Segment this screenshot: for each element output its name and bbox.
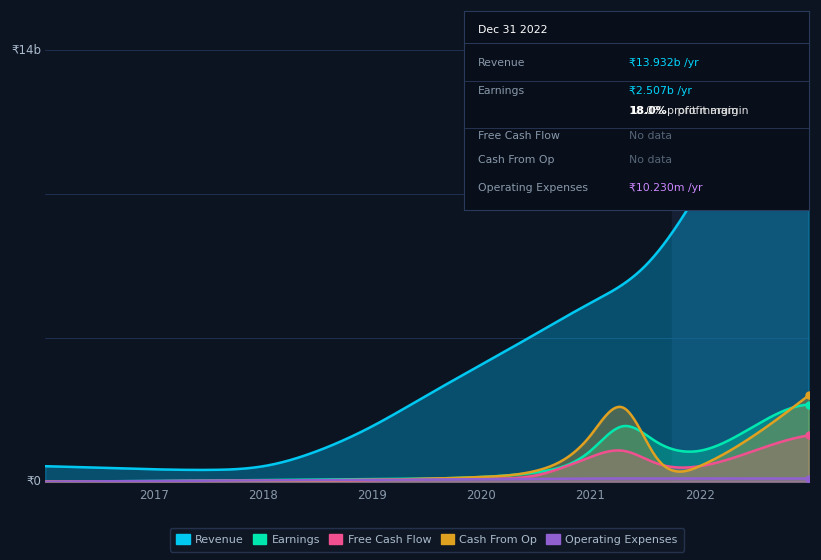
Legend: Revenue, Earnings, Free Cash Flow, Cash From Op, Operating Expenses: Revenue, Earnings, Free Cash Flow, Cash …: [170, 528, 684, 552]
Bar: [672, 50, 809, 482]
Text: profit margin: profit margin: [674, 106, 749, 115]
Text: 18.0% profit margin: 18.0% profit margin: [630, 106, 738, 115]
Text: ₹2.507b /yr: ₹2.507b /yr: [630, 86, 692, 96]
Text: No data: No data: [630, 155, 672, 165]
Text: ₹14b: ₹14b: [11, 44, 41, 57]
Text: ₹10.230m /yr: ₹10.230m /yr: [630, 183, 703, 193]
Text: Operating Expenses: Operating Expenses: [478, 183, 588, 193]
Text: Earnings: Earnings: [478, 86, 525, 96]
Text: No data: No data: [630, 132, 672, 142]
Text: Revenue: Revenue: [478, 58, 525, 68]
Text: Free Cash Flow: Free Cash Flow: [478, 132, 560, 142]
Text: Dec 31 2022: Dec 31 2022: [478, 25, 547, 35]
Text: ₹13.932b /yr: ₹13.932b /yr: [630, 58, 699, 68]
Text: Cash From Op: Cash From Op: [478, 155, 554, 165]
Text: ₹0: ₹0: [26, 475, 41, 488]
Text: 18.0%: 18.0%: [630, 106, 667, 115]
